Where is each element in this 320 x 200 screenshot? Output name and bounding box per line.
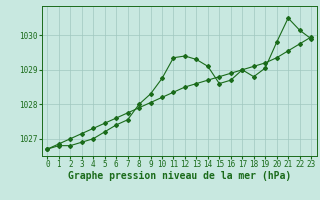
X-axis label: Graphe pression niveau de la mer (hPa): Graphe pression niveau de la mer (hPa)	[68, 171, 291, 181]
